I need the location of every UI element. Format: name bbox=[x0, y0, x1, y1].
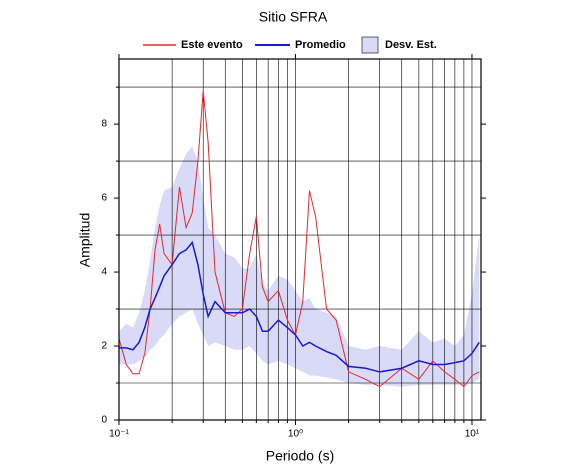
x-axis-label: Periodo (s) bbox=[266, 448, 334, 464]
plot-frame bbox=[118, 58, 482, 421]
std-band bbox=[119, 146, 480, 387]
y-tick-label: 0 bbox=[101, 415, 107, 426]
y-tick-label: 4 bbox=[101, 267, 107, 278]
y-tick-label: 6 bbox=[101, 193, 107, 204]
series-line bbox=[119, 240, 480, 373]
y-tick-label: 2 bbox=[101, 341, 107, 352]
y-tick-label: 8 bbox=[101, 119, 107, 130]
legend-swatch bbox=[361, 36, 379, 54]
x-tick-label: 10⁰ bbox=[288, 429, 303, 440]
x-tick-label: 10⁻¹ bbox=[109, 429, 129, 440]
legend-label: Este evento bbox=[181, 39, 243, 51]
x-tick-label: 10¹ bbox=[465, 429, 480, 440]
y-axis-label: Amplitud bbox=[77, 213, 93, 267]
chart-title: Sitio SFRA bbox=[259, 9, 328, 25]
legend-label: Promedio bbox=[295, 39, 346, 51]
legend-label: Desv. Est. bbox=[385, 39, 437, 51]
